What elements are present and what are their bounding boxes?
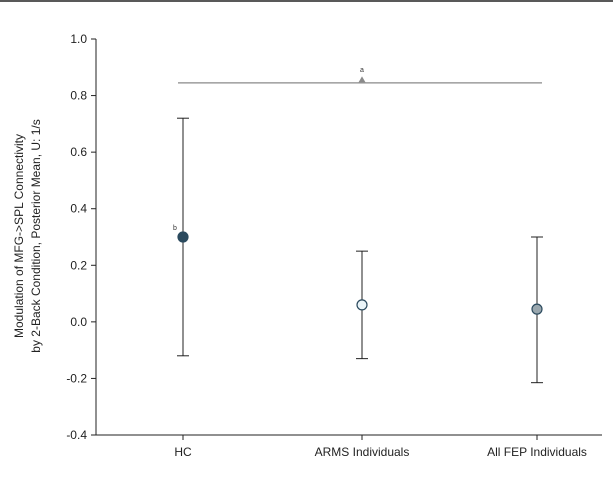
y-tick-label: -0.4 (66, 428, 87, 442)
mean-point (356, 299, 368, 311)
mean-point (177, 231, 189, 243)
y-tick-label: 0.2 (70, 258, 87, 272)
significance-bracket: a (178, 67, 542, 84)
y-tick-label: 0.4 (70, 202, 87, 216)
y-tick-label: 0.8 (70, 89, 87, 103)
data-points: b (173, 117, 543, 384)
bracket-note: a (360, 67, 364, 74)
y-axis-title-line1: Modulation of MFG->SPL Connectivity (12, 134, 26, 338)
y-tick-label: -0.2 (66, 371, 87, 385)
x-tick-label: HC (174, 445, 192, 459)
x-tick-label: ARMS Individuals (315, 445, 410, 459)
bracket-marker (358, 76, 366, 83)
y-tick-label: 0.0 (70, 315, 87, 329)
x-tick-label: All FEP Individuals (487, 445, 587, 459)
point-note: b (173, 225, 177, 232)
x-ticks: HC ARMS Individuals All FEP Individuals (174, 435, 587, 459)
y-tick-label: 0.6 (70, 145, 87, 159)
y-axis-title-line2: by 2-Back Condition, Posterior Mean, U: … (29, 119, 43, 352)
mean-point (531, 303, 543, 315)
y-ticks: 1.0 0.8 0.6 0.4 0.2 0.0 -0.2 -0.4 (66, 32, 96, 442)
y-tick-label: 1.0 (70, 32, 87, 46)
